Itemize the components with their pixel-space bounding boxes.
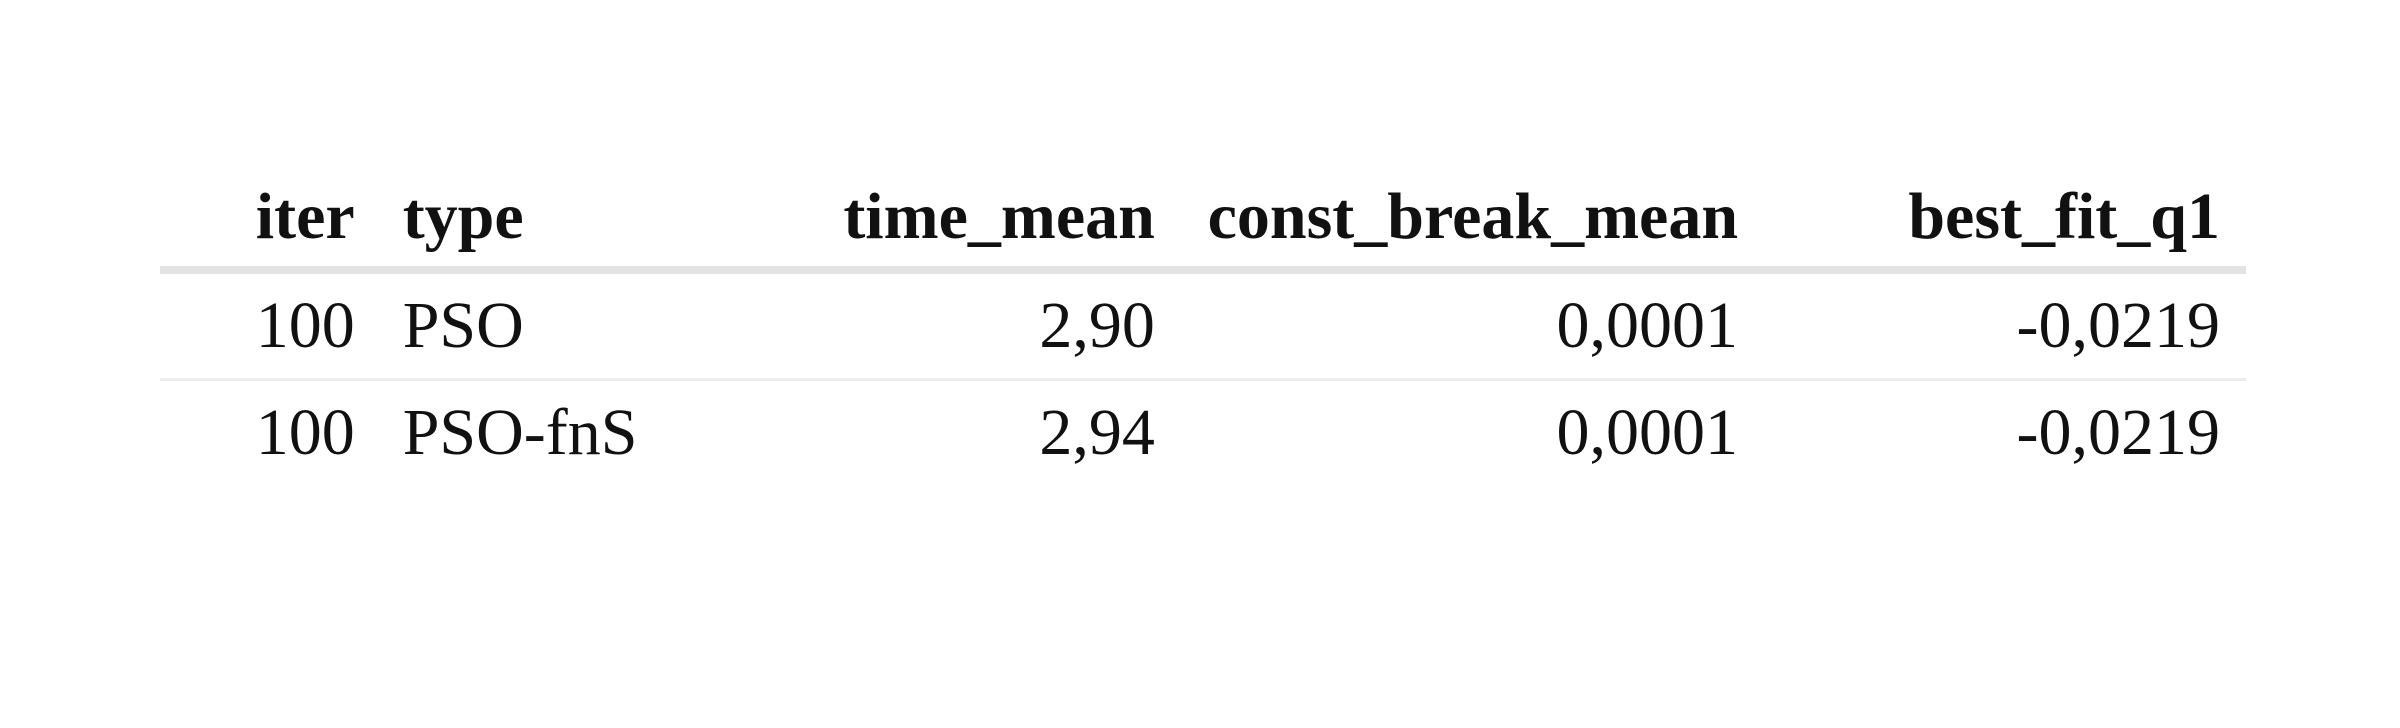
header-best-fit-q1: best_fit_q1 [1746,168,2246,274]
cell-const-break-mean: 0,0001 [1158,270,1747,381]
results-table: iter type time_mean const_break_mean bes… [160,168,2246,485]
table-body: 100 PSO 2,90 0,0001 -0,0219 100 PSO-fnS … [160,270,2246,485]
header-type: type [402,168,706,274]
cell-time-mean: 2,90 [705,270,1159,381]
header-row: iter type time_mean const_break_mean bes… [160,168,2246,274]
cell-iter: 100 [255,396,355,469]
cell-type: PSO-fnS [402,396,638,469]
table-header: iter type time_mean const_break_mean bes… [160,168,2246,274]
cell-const-break-mean: 0,0001 [1556,396,1739,469]
table-row: 100 PSO 2,90 0,0001 -0,0219 [160,270,2246,381]
header-time-mean: time_mean [705,168,1159,274]
cell-iter: 100 [160,270,403,381]
cell-type: PSO [402,270,706,381]
cell-best-fit-q1: -0,0219 [2016,396,2220,469]
table-row: 100 PSO-fnS 2,94 0,0001 -0,0219 [160,380,2246,486]
header-const-break-mean: const_break_mean [1158,168,1747,274]
cell-best-fit-q1: -0,0219 [1746,270,2246,381]
cell-time-mean: 2,94 [1039,396,1155,469]
header-iter: iter [160,168,403,274]
